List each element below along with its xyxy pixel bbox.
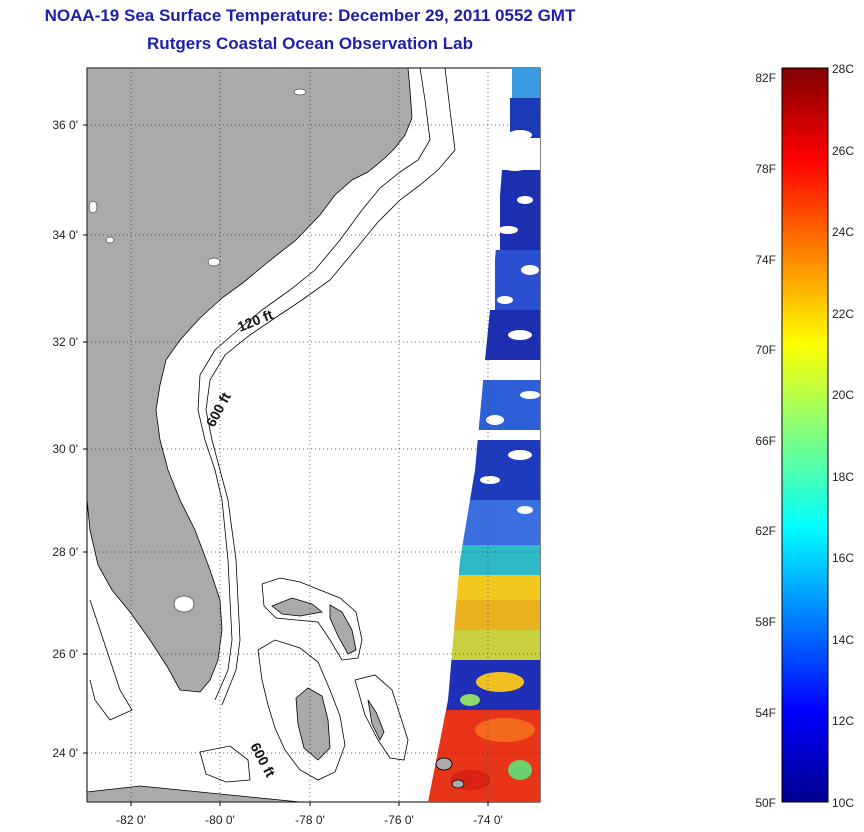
cb-c-label: 22C: [832, 307, 854, 321]
cb-f-label: 66F: [755, 434, 776, 448]
lon-label: -82 0': [116, 813, 146, 827]
grand-bahama: [271, 597, 323, 617]
eleuthera: [367, 699, 385, 741]
cb-c-label: 18C: [832, 470, 854, 484]
lon-label: -80 0': [205, 813, 235, 827]
cb-f-label: 70F: [755, 343, 776, 357]
map-title: NOAA-19 Sea Surface Temperature: Decembe…: [44, 6, 576, 25]
andros-island: [295, 687, 331, 761]
cb-c-label: 16C: [832, 551, 854, 565]
land: [87, 68, 465, 802]
colorbar-f-labels: 82F 78F 74F 70F 66F 62F 58F 54F 50F: [755, 71, 776, 810]
lat-label: 26 0': [52, 647, 78, 661]
cb-c-label: 24C: [832, 225, 854, 239]
lon-label: -74 0': [473, 813, 503, 827]
colorbar-gradient: [781, 67, 829, 803]
lat-label: 32 0': [52, 335, 78, 349]
cb-c-label: 28C: [832, 62, 854, 76]
cb-f-label: 82F: [755, 71, 776, 85]
map-subtitle: Rutgers Coastal Ocean Observation Lab: [147, 34, 473, 53]
cb-c-label: 10C: [832, 796, 854, 810]
cb-f-label: 62F: [755, 524, 776, 538]
lat-label: 24 0': [52, 746, 78, 760]
cb-f-label: 54F: [755, 706, 776, 720]
longitude-labels: -82 0' -80 0' -78 0' -76 0' -74 0': [116, 813, 503, 827]
cb-f-label: 58F: [755, 615, 776, 629]
cb-f-label: 78F: [755, 162, 776, 176]
lon-label: -76 0': [384, 813, 414, 827]
cb-f-label: 74F: [755, 253, 776, 267]
lat-label: 36 0': [52, 118, 78, 132]
colorbar-c-labels: 28C 26C 24C 22C 20C 18C 16C 14C 12C 10C: [832, 62, 854, 810]
lon-label: -78 0': [295, 813, 325, 827]
cb-c-label: 14C: [832, 633, 854, 647]
lat-label: 30 0': [52, 442, 78, 456]
lat-label: 34 0': [52, 228, 78, 242]
bathymetry-contours: [89, 68, 456, 783]
lat-label: 28 0': [52, 545, 78, 559]
colorbar: 82F 78F 74F 70F 66F 62F 58F 54F 50F 28C …: [755, 62, 854, 810]
cuba: [87, 785, 301, 802]
cb-c-label: 20C: [832, 388, 854, 402]
cb-f-label: 50F: [755, 796, 776, 810]
cb-c-label: 12C: [832, 714, 854, 728]
latitude-labels: 36 0' 34 0' 32 0' 30 0' 28 0' 26 0' 24 0…: [52, 118, 78, 760]
map-panel: 120 ft 600 ft 600 ft -82 0' -80 0' -78 0…: [52, 67, 541, 827]
us-mainland: [87, 68, 413, 693]
cb-c-label: 26C: [832, 144, 854, 158]
abaco: [329, 604, 357, 655]
